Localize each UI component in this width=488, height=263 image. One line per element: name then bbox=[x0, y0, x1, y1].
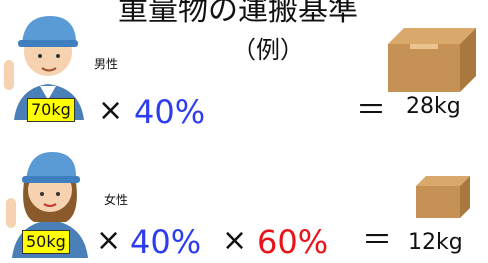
percentage: 40% bbox=[130, 226, 201, 258]
title: 重量物の運搬基準 bbox=[118, 0, 358, 26]
operator: × bbox=[98, 96, 123, 126]
small-box bbox=[416, 176, 470, 218]
operator: × bbox=[96, 226, 121, 256]
result: 12kg bbox=[408, 232, 463, 254]
percentage: 40% bbox=[134, 96, 205, 128]
operator: × bbox=[222, 226, 247, 256]
large-box bbox=[388, 28, 476, 92]
result: 28kg bbox=[406, 96, 461, 118]
percentage: 60% bbox=[257, 226, 328, 258]
weight-box: 50kg bbox=[22, 230, 70, 254]
row-label: 男性 bbox=[94, 58, 118, 70]
equals: ＝ bbox=[356, 96, 386, 126]
equals: ＝ bbox=[362, 226, 392, 256]
subtitle: （例） bbox=[232, 38, 304, 62]
row-label: 女性 bbox=[104, 194, 128, 206]
weight-box: 70kg bbox=[27, 98, 75, 122]
page: 重量物の運搬基準 （例） 男性 70kg × 40% ＝ 28kg 女性 50k… bbox=[0, 0, 488, 263]
